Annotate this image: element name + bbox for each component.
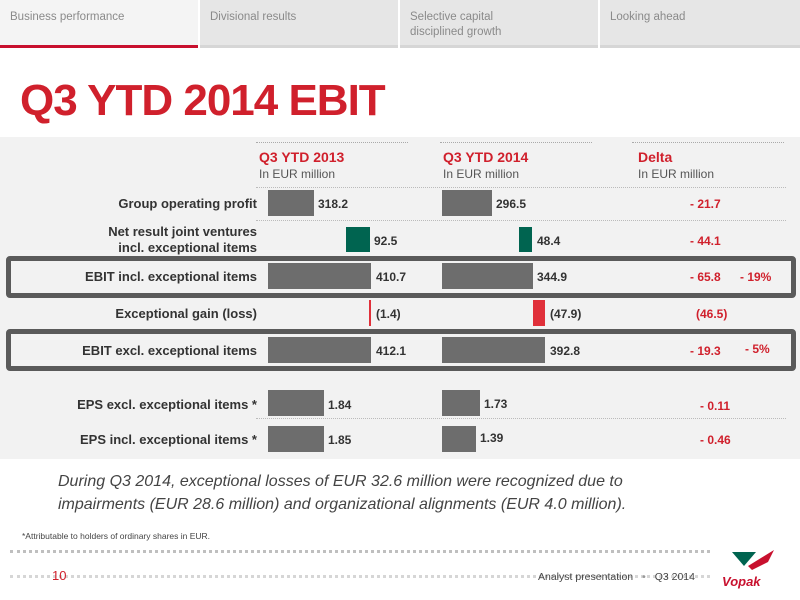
tab-selective-capital[interactable]: Selective capital disciplined growth [400, 0, 598, 48]
bar-2013-ebit-excl [268, 337, 371, 363]
note-line: During Q3 2014, exceptional losses of EU… [58, 473, 623, 490]
value-2013: 412.1 [376, 344, 407, 358]
logo-text: Vopak [722, 574, 761, 589]
row-label-net-result-jv: Net result joint ventures incl. exceptio… [108, 224, 257, 256]
dotted-rule [10, 575, 710, 578]
column-header-delta: Delta [638, 149, 673, 165]
delta-value: - 19.3 [690, 344, 721, 358]
value-2013: 92.5 [374, 234, 398, 248]
divider [256, 187, 786, 188]
value-2014: 392.8 [550, 344, 581, 358]
divider [256, 418, 786, 419]
delta-value: - 21.7 [690, 197, 721, 211]
tab-divisional-results[interactable]: Divisional results [200, 0, 398, 48]
bar-2014-net-result-jv [519, 227, 532, 252]
bar-2014-eps-incl [442, 426, 476, 452]
value-2013: 410.7 [376, 270, 407, 284]
highlight-frame [6, 329, 796, 371]
commentary-note: During Q3 2014, exceptional losses of EU… [58, 470, 626, 516]
highlight-frame [6, 256, 796, 298]
tab-looking-ahead[interactable]: Looking ahead [600, 0, 800, 48]
value-2014: 48.4 [537, 234, 561, 248]
delta-percent: - 19% [740, 270, 772, 284]
value-2014: (47.9) [550, 307, 582, 321]
tab-label: Looking ahead [610, 11, 686, 23]
column-unit-2013: In EUR million [259, 167, 336, 181]
divider [440, 142, 592, 143]
row-label-group-operating-profit: Group operating profit [118, 196, 257, 211]
tab-label: Selective capital disciplined growth [410, 11, 502, 38]
footnote: *Attributable to holders of ordinary sha… [22, 531, 211, 541]
vopak-logo-icon [732, 550, 774, 570]
delta-percent: - 5% [745, 342, 770, 356]
bar-2013-net-result-jv [346, 227, 370, 252]
divider [632, 142, 784, 143]
tab-label: Divisional results [210, 11, 297, 23]
bar-2014-ebit-excl [442, 337, 545, 363]
delta-value: - 44.1 [690, 234, 721, 248]
value-2014: 1.39 [480, 431, 504, 445]
divider [256, 142, 408, 143]
value-2014: 344.9 [537, 270, 568, 284]
page-title: Q3 YTD 2014 EBIT [20, 76, 386, 125]
tab-business-performance[interactable]: Business performance [0, 0, 198, 48]
presentation-period: Q3 2014 [654, 571, 695, 583]
footer-info: Analyst presentation • Q3 2014 [538, 571, 695, 583]
bar-2013-group-operating-profit [268, 190, 314, 216]
row-label-ebit-excl: EBIT excl. exceptional items [82, 343, 257, 358]
column-unit-delta: In EUR million [638, 167, 715, 181]
note-line: impairments (EUR 28.6 million) and organ… [58, 496, 627, 513]
value-2013: 1.84 [328, 398, 352, 412]
bar-2013-eps-incl [268, 426, 324, 452]
delta-value: (46.5) [696, 307, 728, 321]
row-label-eps-incl: EPS incl. exceptional items * [79, 432, 257, 447]
section-nav: Business performance Divisional results … [0, 0, 800, 48]
tab-label: Business performance [10, 11, 125, 23]
delta-value: - 0.11 [700, 399, 731, 413]
column-unit-2014: In EUR million [443, 167, 520, 181]
dotted-rule [10, 550, 710, 553]
row-label-exceptional: Exceptional gain (loss) [115, 306, 257, 321]
value-2013: (1.4) [376, 307, 401, 321]
bar-2013-exceptional [369, 300, 371, 326]
row-label-eps-excl: EPS excl. exceptional items * [77, 397, 257, 412]
row-label-ebit-incl: EBIT incl. exceptional items [85, 269, 257, 284]
divider [256, 220, 786, 221]
value-2013: 1.85 [328, 433, 352, 447]
column-header-2013: Q3 YTD 2013 [259, 149, 345, 165]
bar-2014-group-operating-profit [442, 190, 492, 216]
bar-2014-ebit-incl [442, 263, 533, 289]
table-background [0, 137, 800, 459]
page-number: 10 [52, 568, 67, 583]
delta-value: - 0.46 [700, 433, 731, 447]
column-header-2014: Q3 YTD 2014 [443, 149, 529, 165]
presentation-name: Analyst presentation [538, 571, 634, 583]
bar-2013-eps-excl [268, 390, 324, 416]
value-2014: 1.73 [484, 397, 508, 411]
bar-2014-exceptional [533, 300, 545, 326]
value-2014: 296.5 [496, 197, 527, 211]
label-line: incl. exceptional items [118, 240, 257, 255]
label-line: Net result joint ventures [108, 224, 257, 239]
value-2013: 318.2 [318, 197, 349, 211]
delta-value: - 65.8 [690, 270, 721, 284]
bar-2014-eps-excl [442, 390, 480, 416]
bar-2013-ebit-incl [268, 263, 371, 289]
